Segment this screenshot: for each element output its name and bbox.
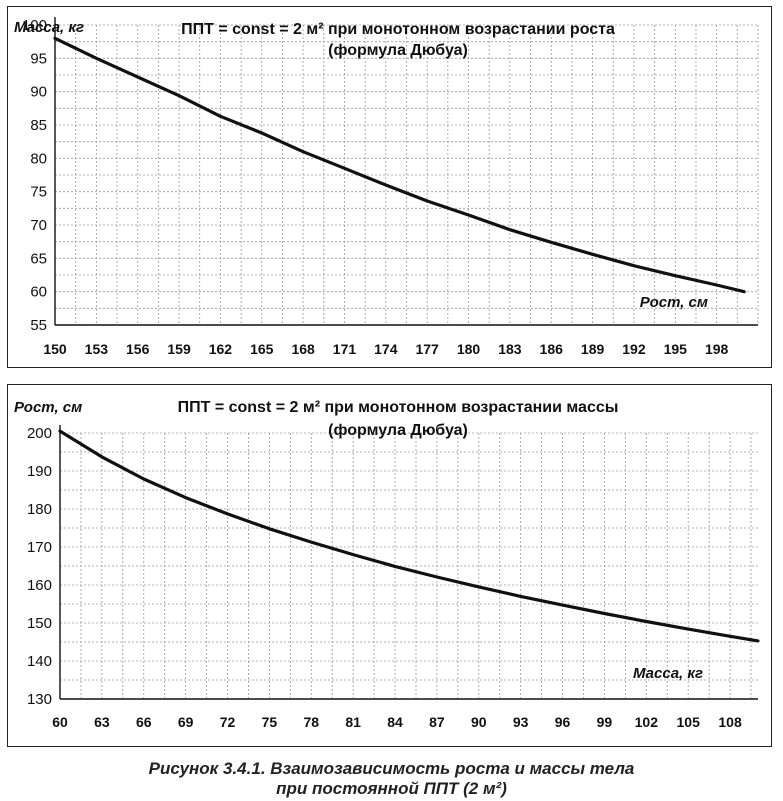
y-tick-label: 140	[27, 653, 52, 670]
x-tick-label: 165	[250, 341, 274, 357]
y-tick-label: 200	[27, 425, 52, 442]
chart-title: ППТ = const = 2 м² при монотонном возрас…	[178, 399, 619, 416]
x-tick-label: 108	[718, 714, 742, 730]
y-tick-label: 95	[30, 50, 47, 67]
figure-caption-line-1: Рисунок 3.4.1. Взаимозависимость роста и…	[148, 759, 635, 778]
x-tick-label: 183	[498, 341, 522, 357]
chart-panel-mass-to-height: 130 140 150 160 170 180 190 200 60 63 66 69 72 75 78 81…	[7, 384, 772, 747]
series-line	[53, 36, 746, 294]
x-tick-label: 60	[52, 714, 68, 730]
y-tick-label: 60	[30, 284, 47, 301]
x-tick-label: 159	[167, 341, 191, 357]
y-tick-label: 55	[30, 317, 47, 334]
x-tick-label: 186	[540, 341, 564, 357]
y-tick-label: 190	[27, 463, 52, 480]
y-tick-label: 90	[30, 84, 47, 101]
chart-svg-2: 130 140 150 160 170 180 190 200 60 63 66 69 72 75 78 81…	[14, 399, 760, 730]
x-tick-label: 96	[555, 714, 571, 730]
figure-caption-line-2: при постоянной ППТ (2 м²)	[276, 779, 507, 798]
chart-subtitle: (формула Дюбуа)	[328, 422, 468, 439]
y-axis-label: Масса, кг	[14, 19, 84, 36]
x-tick-label: 102	[635, 714, 659, 730]
x-tick-label: 78	[303, 714, 319, 730]
x-tick-label: 72	[220, 714, 236, 730]
y-tick-label: 160	[27, 577, 52, 594]
series-line	[58, 429, 760, 643]
x-tick-label: 189	[581, 341, 605, 357]
x-tick-label: 195	[664, 341, 688, 357]
x-tick-label: 168	[291, 341, 315, 357]
x-tick-label: 90	[471, 714, 487, 730]
x-tick-label: 192	[622, 341, 646, 357]
y-tick-label: 75	[30, 184, 47, 201]
x-tick-label: 174	[374, 341, 398, 357]
x-tick-label: 81	[345, 714, 361, 730]
chart-subtitle: (формула Дюбуа)	[328, 42, 468, 59]
grid	[59, 432, 758, 700]
y-tick-label: 85	[30, 117, 47, 134]
x-tick-label: 69	[178, 714, 194, 730]
x-tick-label: 84	[387, 714, 403, 730]
x-axis-label: Рост, см	[640, 294, 708, 311]
y-tick-label: 65	[30, 250, 47, 267]
x-tick-label: 99	[597, 714, 613, 730]
x-tick-label: 177	[415, 341, 439, 357]
x-tick-label: 93	[513, 714, 529, 730]
y-tick-label: 80	[30, 150, 47, 167]
y-tick-label: 150	[27, 615, 52, 632]
x-axis-label: Масса, кг	[633, 665, 703, 682]
y-tick-label: 180	[27, 501, 52, 518]
x-tick-label: 171	[333, 341, 357, 357]
x-tick-label: 198	[705, 341, 729, 357]
x-tick-label: 162	[209, 341, 233, 357]
x-tick-label: 105	[677, 714, 701, 730]
chart-title: ППТ = const = 2 м² при монотонном возрас…	[181, 21, 615, 38]
y-tick-label: 100	[22, 17, 47, 34]
y-tick-label: 170	[27, 539, 52, 556]
y-axis-label: Рост, см	[14, 399, 82, 416]
x-tick-label: 156	[126, 341, 150, 357]
x-tick-label: 63	[94, 714, 110, 730]
x-tick-label: 87	[429, 714, 445, 730]
y-tick-label: 70	[30, 217, 47, 234]
y-tick-label: 130	[27, 691, 52, 708]
x-tick-label: 180	[457, 341, 481, 357]
x-tick-label: 150	[43, 341, 67, 357]
x-tick-label: 75	[262, 714, 278, 730]
chart-panel-height-to-mass: 55 60 65 70 75 80 85 90 95 100 150 153 156 159 162 165 1…	[7, 6, 772, 368]
x-tick-label: 66	[136, 714, 152, 730]
x-tick-label: 153	[85, 341, 109, 357]
grid	[54, 24, 759, 326]
chart-svg-1: 55 60 65 70 75 80 85 90 95 100 150 153 156 159 162 165 1…	[14, 17, 759, 357]
